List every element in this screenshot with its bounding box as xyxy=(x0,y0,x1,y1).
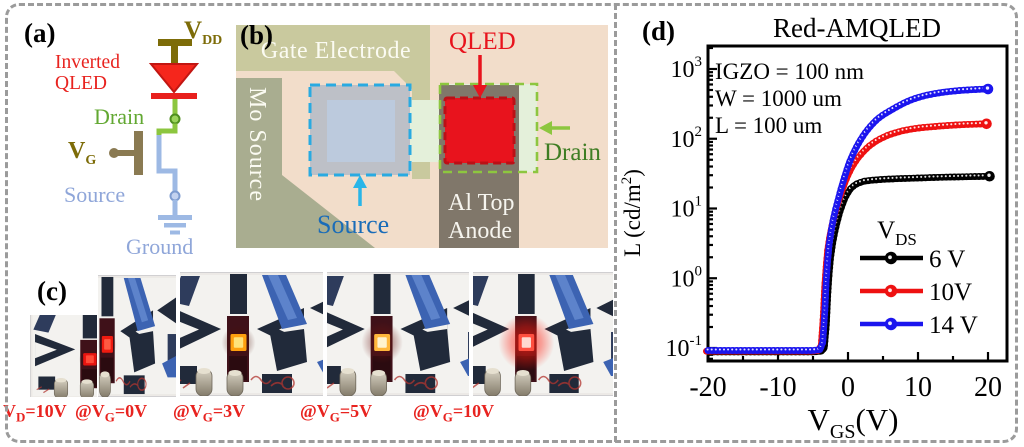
micrograph-panel-b: Gate Electrode Mo Source Source QLED Dra… xyxy=(236,25,608,248)
chart-title: Red-AMQLED xyxy=(773,13,941,43)
photo-device-vg3 xyxy=(166,271,344,397)
transistor-icon xyxy=(109,131,178,191)
vg-main: V xyxy=(68,138,86,164)
drain-wire xyxy=(156,99,181,137)
svg-text:W = 1000 um: W = 1000 um xyxy=(715,86,842,111)
svg-text:20: 20 xyxy=(974,372,1002,403)
vdd-terminal-icon xyxy=(158,39,192,65)
legend: VDS 6 V 10V 14 V xyxy=(860,217,978,339)
photo-device-vg10 xyxy=(455,271,630,397)
qled-label-b: QLED xyxy=(449,28,516,55)
legend-title: VDS xyxy=(877,217,917,249)
inverted-caption-line1: Inverted xyxy=(55,52,120,73)
photo-device-vg0-overview xyxy=(29,307,178,399)
series-14V xyxy=(704,83,994,354)
vdd-main: V xyxy=(184,17,203,44)
photo-caption: @VG=0V xyxy=(75,401,148,425)
drain-label-b: Drain xyxy=(544,139,601,166)
x-tick-labels: -20 -10 0 10 20 xyxy=(689,372,1002,403)
source-label-b: Source xyxy=(317,210,389,239)
svg-text:101: 101 xyxy=(671,194,703,223)
qled-diode-icon xyxy=(148,63,200,99)
photo-caption: @VG=3V xyxy=(173,401,246,425)
svg-text:-20: -20 xyxy=(689,372,726,403)
panel-d-label: (d) xyxy=(642,16,675,46)
source-label-a: Source xyxy=(64,182,126,207)
svg-text:L = 100 um: L = 100 um xyxy=(715,113,822,138)
y-axis-label: L (cd/m2) xyxy=(620,169,645,257)
panel-divider xyxy=(614,4,617,442)
svg-text:103: 103 xyxy=(671,54,703,83)
panel-b-label: (b) xyxy=(240,20,273,50)
legend-label-14v: 14 V xyxy=(929,312,978,339)
ground-icon xyxy=(158,215,192,235)
gate-electrode-label: Gate Electrode xyxy=(261,38,411,64)
mo-source-region xyxy=(236,78,375,248)
chart-svg: -20 -10 0 10 20 103 102 101 100 10-1 VGS(V) L (cd/m… xyxy=(619,44,1009,443)
source-pad xyxy=(308,83,412,177)
qled-arrow-icon xyxy=(473,55,487,98)
qled-caption-line2: QLED xyxy=(55,73,107,94)
svg-text:102: 102 xyxy=(671,124,703,153)
svg-text:IGZO = 100 nm: IGZO = 100 nm xyxy=(715,59,864,84)
y-tick-labels: 103 102 101 100 10-1 xyxy=(666,54,703,362)
svg-text:10: 10 xyxy=(904,372,932,403)
svg-text:10-1: 10-1 xyxy=(666,333,703,362)
panel-c-label: (c) xyxy=(37,276,67,306)
source-arrow-icon xyxy=(353,175,367,206)
qled-pixel xyxy=(443,96,516,165)
inverted-qled-caption: Inverted QLED xyxy=(55,52,120,94)
svg-text:100: 100 xyxy=(671,263,703,292)
axis-ticks xyxy=(706,46,990,361)
source-wire xyxy=(169,190,181,215)
chart-annotations: IGZO = 100 nmW = 1000 umL = 100 um xyxy=(715,59,864,138)
circuit-diagram xyxy=(109,39,200,235)
vg-label: VG xyxy=(68,139,96,168)
legend-label-6v: 6 V xyxy=(929,246,965,273)
drain-label-a: Drain xyxy=(94,104,145,129)
ground-label-a: Ground xyxy=(126,234,194,259)
vdd-sub: DD xyxy=(202,33,223,48)
channel-region xyxy=(410,100,440,162)
photo-caption: VD=10V xyxy=(3,401,67,425)
chart-panel: -20 -10 0 10 20 103 102 101 100 10-1 VGS(V) L (cd/m… xyxy=(619,0,1024,447)
panel-a-label: (a) xyxy=(24,18,56,48)
plot-frame xyxy=(706,44,1009,363)
svg-text:-10: -10 xyxy=(759,372,796,403)
svg-text:0: 0 xyxy=(841,372,855,403)
photo-device-vg5 xyxy=(310,271,487,397)
legend-label-10v: 10V xyxy=(929,279,972,306)
anode-label-line1: Al Top xyxy=(448,190,515,216)
photo-device-vg0 xyxy=(57,274,181,398)
photo-caption: @VG=5V xyxy=(300,401,373,425)
vg-sub: G xyxy=(85,152,97,168)
x-axis-label: VGS(V) xyxy=(807,402,898,443)
photo-caption: @VG=10V xyxy=(413,401,495,425)
vdd-label: VDD xyxy=(184,18,222,48)
drain-dashed-outline xyxy=(438,82,539,174)
anode-label-line2: Anode xyxy=(448,218,512,244)
mo-source-label: Mo Source xyxy=(244,87,270,202)
drain-arrow-icon xyxy=(539,121,570,135)
